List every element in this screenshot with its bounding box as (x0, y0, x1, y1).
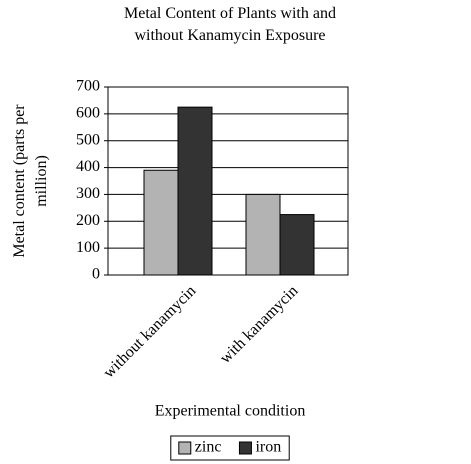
y-tick-label: 700 (76, 78, 100, 95)
legend-swatch (178, 441, 192, 455)
legend: zinc iron (170, 435, 290, 461)
bar (279, 214, 315, 276)
x-tick-label: without kanamycin (100, 282, 199, 381)
y-tick-label: 0 (92, 266, 100, 283)
text-line: Metal Content of Plants with and (124, 5, 336, 22)
y-tick-label: 300 (76, 185, 100, 202)
text-line: Metal content (parts per (11, 104, 28, 258)
legend-box (170, 435, 290, 461)
legend-label: zinc (195, 439, 222, 456)
legend-swatch (238, 441, 252, 455)
y-tick-label: 500 (76, 131, 100, 148)
chart-title: Metal Content of Plants with and without … (124, 5, 336, 44)
x-tick-label: with kanamycin (217, 282, 302, 367)
bar (143, 169, 179, 276)
bar (177, 106, 213, 276)
text-line: without Kanamycin Exposure (134, 27, 325, 44)
legend-label: iron (255, 439, 281, 456)
y-tick-label: 200 (76, 212, 100, 229)
y-tick-label: 600 (76, 105, 100, 122)
plot-frame (107, 86, 349, 276)
text-line: million) (33, 155, 50, 207)
bar (245, 193, 281, 276)
y-tick-label: 100 (76, 239, 100, 256)
x-axis-label: Experimental condition (155, 403, 306, 420)
y-axis-label: Metal content (parts per million) (11, 104, 50, 258)
y-tick-label: 400 (76, 158, 100, 175)
